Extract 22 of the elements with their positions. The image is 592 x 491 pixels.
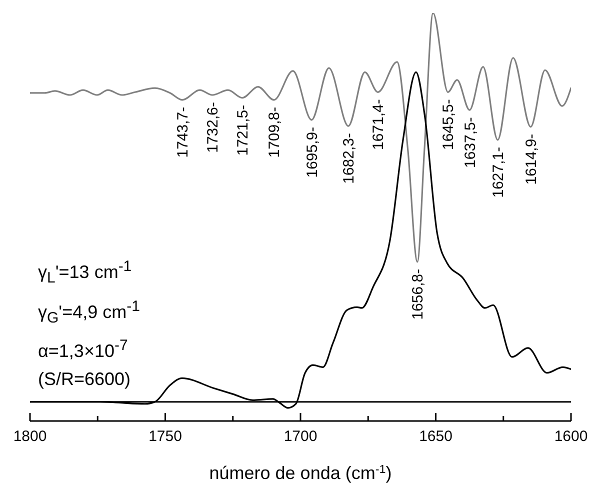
text: γ$_{L}$'=13 cm$^{-1}$: [38, 258, 132, 287]
annotation: 1656,8-: [410, 268, 427, 320]
x-tick-label: 1750: [148, 428, 182, 445]
annotation: 1709,8-: [266, 106, 284, 158]
annotation: 1645,5-: [440, 99, 458, 150]
annotation: 1682,3-: [340, 133, 358, 184]
annotation: 1671,4-: [370, 99, 388, 150]
x-tick-label: 1700: [284, 428, 318, 445]
annotation: 1627,1-: [490, 146, 507, 198]
x-axis-title: número de onda (cm$^{-1}$): [209, 462, 392, 483]
x-tick-label: 1600: [554, 428, 588, 445]
text: α=1,3×10$^{-7}$: [38, 337, 128, 362]
x-tick-label: 1650: [419, 428, 452, 445]
text: γ$_{G}$'=4,9 cm$^{-1}$: [38, 298, 140, 326]
annotation: 1721,5-: [234, 104, 252, 156]
annotation: 1614,9-: [522, 134, 540, 185]
annotation: 1743,7-: [174, 106, 192, 158]
annotation: 1637,5-: [462, 117, 479, 168]
annotation: 1732,6-: [204, 102, 222, 153]
text: (S/R=6600): [38, 369, 131, 390]
annotation: 1695,9-: [304, 126, 321, 178]
x-tick-label: 1800: [13, 428, 47, 445]
